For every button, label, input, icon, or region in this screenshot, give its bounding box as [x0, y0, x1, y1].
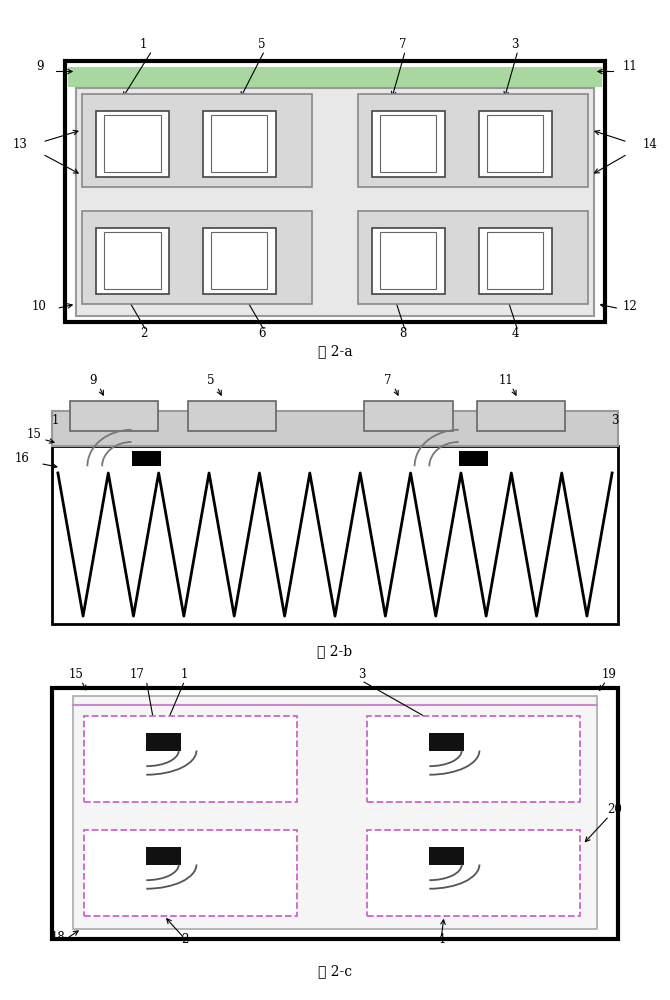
Bar [487, 232, 543, 289]
Text: 3: 3 [358, 668, 365, 681]
Text: 3: 3 [611, 414, 619, 427]
Text: 20: 20 [608, 803, 622, 816]
Text: 19: 19 [602, 668, 616, 681]
Text: 2: 2 [140, 327, 147, 340]
Bar [478, 228, 551, 294]
Bar [358, 211, 588, 304]
Text: 10: 10 [32, 300, 47, 313]
Bar [96, 228, 169, 294]
Text: 15: 15 [27, 428, 42, 441]
Text: 14: 14 [643, 138, 658, 151]
Text: 16: 16 [15, 452, 30, 465]
Text: 图 2-b: 图 2-b [318, 644, 352, 658]
Text: 17: 17 [130, 668, 145, 681]
Bar [188, 401, 276, 431]
Bar [487, 115, 543, 172]
Bar [146, 733, 180, 750]
Bar [82, 211, 312, 304]
Bar [476, 401, 565, 431]
Text: 11: 11 [623, 60, 638, 73]
Text: 1: 1 [140, 37, 147, 50]
Text: 5: 5 [258, 37, 265, 50]
Bar [65, 61, 605, 322]
Text: 8: 8 [399, 327, 406, 340]
Text: 12: 12 [623, 300, 638, 313]
Bar [105, 232, 161, 289]
Bar [211, 232, 267, 289]
Bar [70, 401, 158, 431]
Bar [72, 696, 598, 929]
Bar [131, 451, 161, 466]
Bar [203, 228, 276, 294]
Bar [146, 847, 180, 864]
Bar [372, 228, 445, 294]
Bar [380, 232, 436, 289]
Text: 13: 13 [12, 138, 27, 151]
Text: 5: 5 [208, 374, 215, 387]
Bar [429, 847, 464, 864]
Bar [82, 94, 312, 187]
Bar [358, 94, 588, 187]
Text: 3: 3 [511, 37, 519, 50]
Bar [84, 716, 297, 802]
Text: 6: 6 [258, 327, 265, 340]
Text: 1: 1 [51, 414, 59, 427]
Bar [211, 115, 267, 172]
Bar [367, 830, 580, 916]
Text: 图 2-a: 图 2-a [318, 344, 352, 358]
Text: 1: 1 [181, 668, 188, 681]
Text: 11: 11 [498, 374, 513, 387]
Bar [96, 110, 169, 176]
Text: 7: 7 [399, 37, 406, 50]
Bar [52, 446, 618, 624]
Bar [203, 110, 276, 176]
Text: 4: 4 [438, 933, 445, 946]
Text: 9: 9 [90, 374, 97, 387]
Bar [52, 688, 618, 939]
Bar [52, 411, 618, 446]
Text: 15: 15 [68, 668, 83, 681]
Bar [68, 67, 602, 87]
Bar [76, 88, 594, 316]
Text: 图 2-c: 图 2-c [318, 964, 352, 978]
Bar [459, 451, 488, 466]
Bar [367, 716, 580, 802]
Text: 4: 4 [511, 327, 519, 340]
Bar [380, 115, 436, 172]
Bar [105, 115, 161, 172]
Bar [372, 110, 445, 176]
Text: 18: 18 [50, 931, 65, 944]
Bar [478, 110, 551, 176]
Text: 9: 9 [36, 60, 44, 73]
Bar [84, 830, 297, 916]
Bar [429, 733, 464, 750]
Text: 2: 2 [181, 933, 188, 946]
Bar [364, 401, 453, 431]
Text: 7: 7 [385, 374, 392, 387]
